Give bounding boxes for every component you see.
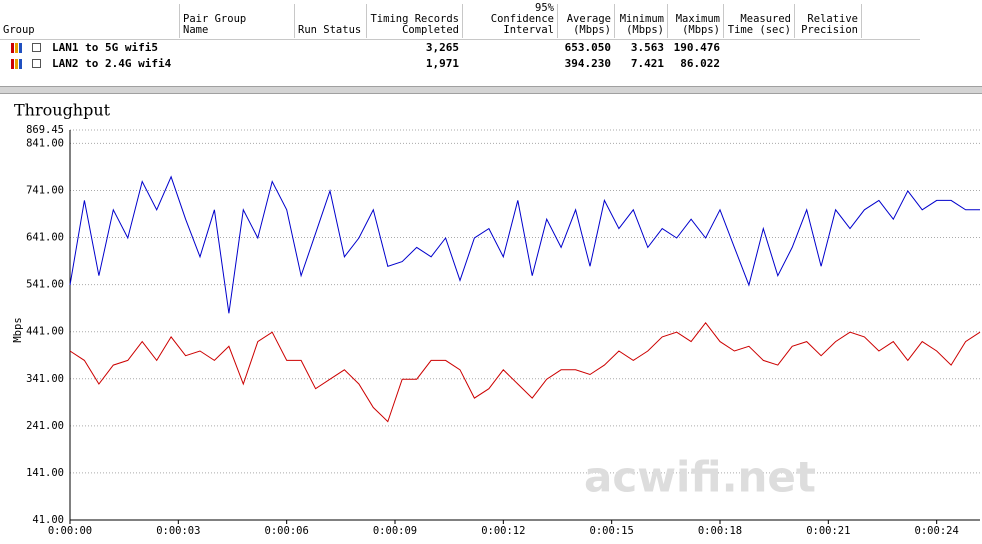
column-header: Pair Group Name: [180, 4, 295, 38]
chart-title: Throughput: [14, 101, 111, 120]
pair-icon: [11, 43, 22, 53]
column-header: 95% Confidence Interval: [463, 3, 558, 38]
y-tick-label: 141.00: [26, 467, 64, 479]
x-tick-label: 0:00:06: [265, 525, 309, 537]
x-tick-label: 0:00:21: [806, 525, 850, 537]
column-header: Relative Precision: [795, 4, 862, 38]
column-header: Timing Records Completed: [367, 4, 463, 38]
cell-records: 1,971: [425, 57, 459, 70]
column-header: Average (Mbps): [558, 4, 615, 38]
cell-minimum: 7.421: [630, 57, 664, 70]
x-tick-label: 0:00:09: [373, 525, 417, 537]
cell-maximum: 190.476: [673, 41, 720, 54]
cell-average: 653.050: [564, 41, 611, 54]
x-tick-label: 0:00:15: [590, 525, 634, 537]
y-tick-label: 441.00: [26, 326, 64, 338]
header-rule: [0, 39, 920, 40]
watermark: acwifi.net: [584, 453, 816, 502]
y-tick-label: 841.00: [26, 137, 64, 149]
series-line: [69, 175, 980, 314]
cell-minimum: 3.563: [630, 41, 664, 54]
y-tick-label: 41.00: [32, 514, 64, 526]
pair-icon: [11, 59, 22, 69]
y-tick-label: 869.45: [26, 124, 64, 136]
y-tick-label: 741.00: [26, 184, 64, 196]
x-tick-label: 0:00:03: [156, 525, 200, 537]
x-tick-label: 0:00:24: [915, 525, 959, 537]
column-header: Minimum (Mbps): [615, 4, 668, 38]
x-tick-label: 0:00:00: [48, 525, 92, 537]
pair-name: LAN1 to 5G wifi5: [52, 41, 158, 54]
results-table: Group Pair Group Name Run Status Timing Rec…: [0, 0, 982, 86]
cell-maximum: 86.022: [680, 57, 720, 70]
x-tick-label: 0:00:18: [698, 525, 742, 537]
column-header: Run Status: [295, 4, 367, 38]
y-tick-label: 341.00: [26, 373, 64, 385]
y-tick-label: 541.00: [26, 279, 64, 291]
cell-average: 394.230: [564, 57, 611, 70]
pair-name: LAN2 to 2.4G wifi4: [52, 57, 172, 70]
y-tick-label: 241.00: [26, 420, 64, 432]
y-tick-label: 641.00: [26, 232, 64, 244]
column-header: Measured Time (sec): [724, 4, 795, 38]
column-header: Group: [0, 4, 180, 38]
expand-box: [32, 59, 41, 68]
column-header: Maximum (Mbps): [668, 4, 724, 38]
x-tick-label: 0:00:12: [481, 525, 525, 537]
splitter: [0, 86, 982, 94]
series-line: [69, 321, 981, 423]
cell-records: 3,265: [425, 41, 459, 54]
y-axis-label: Mbps: [12, 317, 24, 342]
expand-box: [32, 43, 41, 52]
